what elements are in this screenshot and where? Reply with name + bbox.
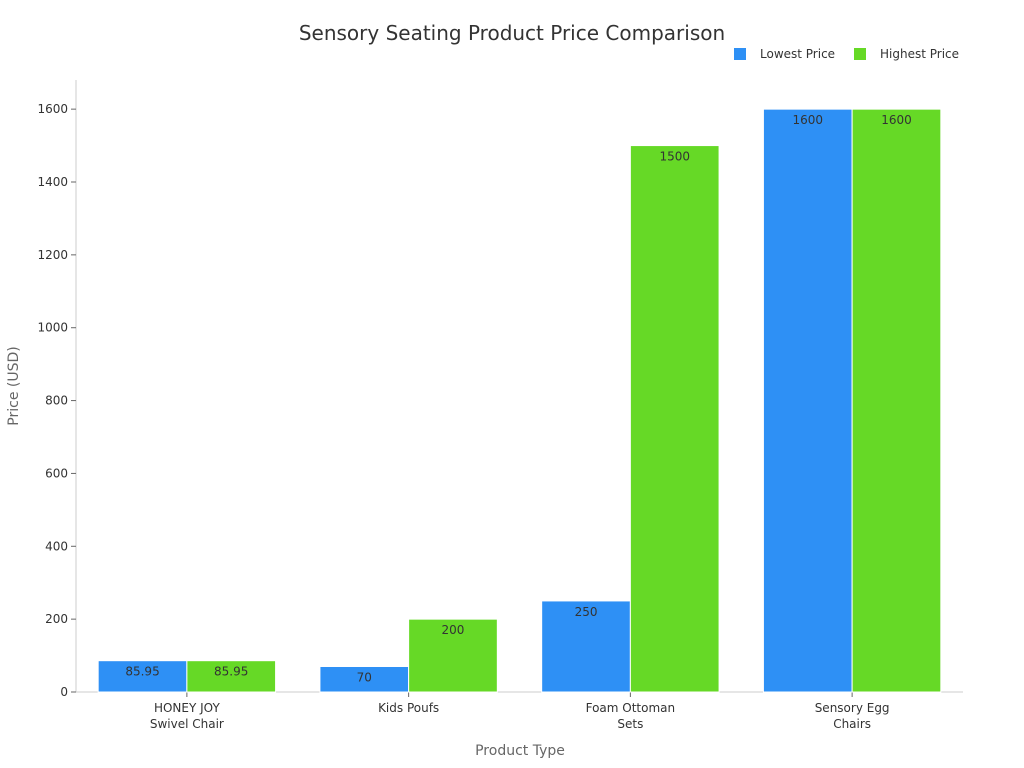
y-tick-label: 1200 (37, 248, 68, 262)
y-axis-title: Price (USD) (6, 346, 22, 425)
data-label: 85.95 (125, 665, 159, 679)
x-tick-label-line: Swivel Chair (150, 717, 224, 731)
data-label: 200 (442, 623, 465, 637)
x-tick-label: HONEY JOY Swivel Chair (150, 701, 224, 731)
x-tick-label-line: Sensory Egg (815, 701, 890, 715)
y-tick-label: 600 (45, 466, 68, 480)
y-tick-label: 0 (60, 685, 68, 699)
x-tick-label-line: Kids Poufs (378, 701, 439, 715)
y-tick-label: 1000 (37, 321, 68, 335)
bar-lowest-price (97, 660, 188, 693)
bar-highest-price (408, 618, 498, 693)
data-label: 85.95 (214, 665, 248, 679)
data-label: 70 (357, 671, 372, 685)
x-tick-label-line: Chairs (833, 717, 871, 731)
y-tick-label: 400 (45, 539, 68, 553)
y-tick-label: 1400 (37, 175, 68, 189)
legend-label: Highest Price (880, 47, 959, 61)
x-tick-label: Foam Ottoman Sets (586, 701, 676, 731)
x-tick-label-line: Sets (617, 717, 643, 731)
x-tick-label: Sensory Egg Chairs (815, 701, 890, 731)
legend-swatch (854, 48, 866, 60)
y-axis: 0 200 400 600 800 1000 1200 1400 1600 (37, 80, 77, 699)
y-tick-label: 200 (45, 612, 68, 626)
data-label: 1500 (659, 150, 690, 164)
legend-label: Lowest Price (760, 47, 835, 61)
legend: Lowest Price Highest Price (734, 47, 959, 61)
bars (97, 108, 942, 693)
x-tick-label-line: Foam Ottoman (586, 701, 676, 715)
y-tick-label: 1600 (37, 102, 68, 116)
x-axis-title: Product Type (475, 743, 565, 759)
bar-lowest-price (319, 666, 410, 693)
data-label: 1600 (793, 113, 824, 127)
legend-swatch (734, 48, 746, 60)
bar-lowest-price (762, 108, 853, 693)
y-tick-label: 800 (45, 394, 68, 408)
bar-highest-price (629, 145, 720, 693)
data-label: 1600 (881, 113, 912, 127)
x-tick-label: Kids Poufs (378, 701, 439, 715)
bar-highest-price (851, 108, 942, 693)
bar-lowest-price (541, 600, 631, 693)
chart-title: Sensory Seating Product Price Comparison (299, 21, 725, 45)
data-labels: 85.95 85.95 70 200 250 1500 1600 1600 (125, 113, 911, 684)
x-axis: HONEY JOY Swivel Chair Kids Poufs Foam Otto… (76, 691, 963, 731)
data-label: 250 (575, 605, 598, 619)
bar-highest-price (186, 660, 277, 693)
x-tick-label-line: HONEY JOY (154, 701, 221, 715)
